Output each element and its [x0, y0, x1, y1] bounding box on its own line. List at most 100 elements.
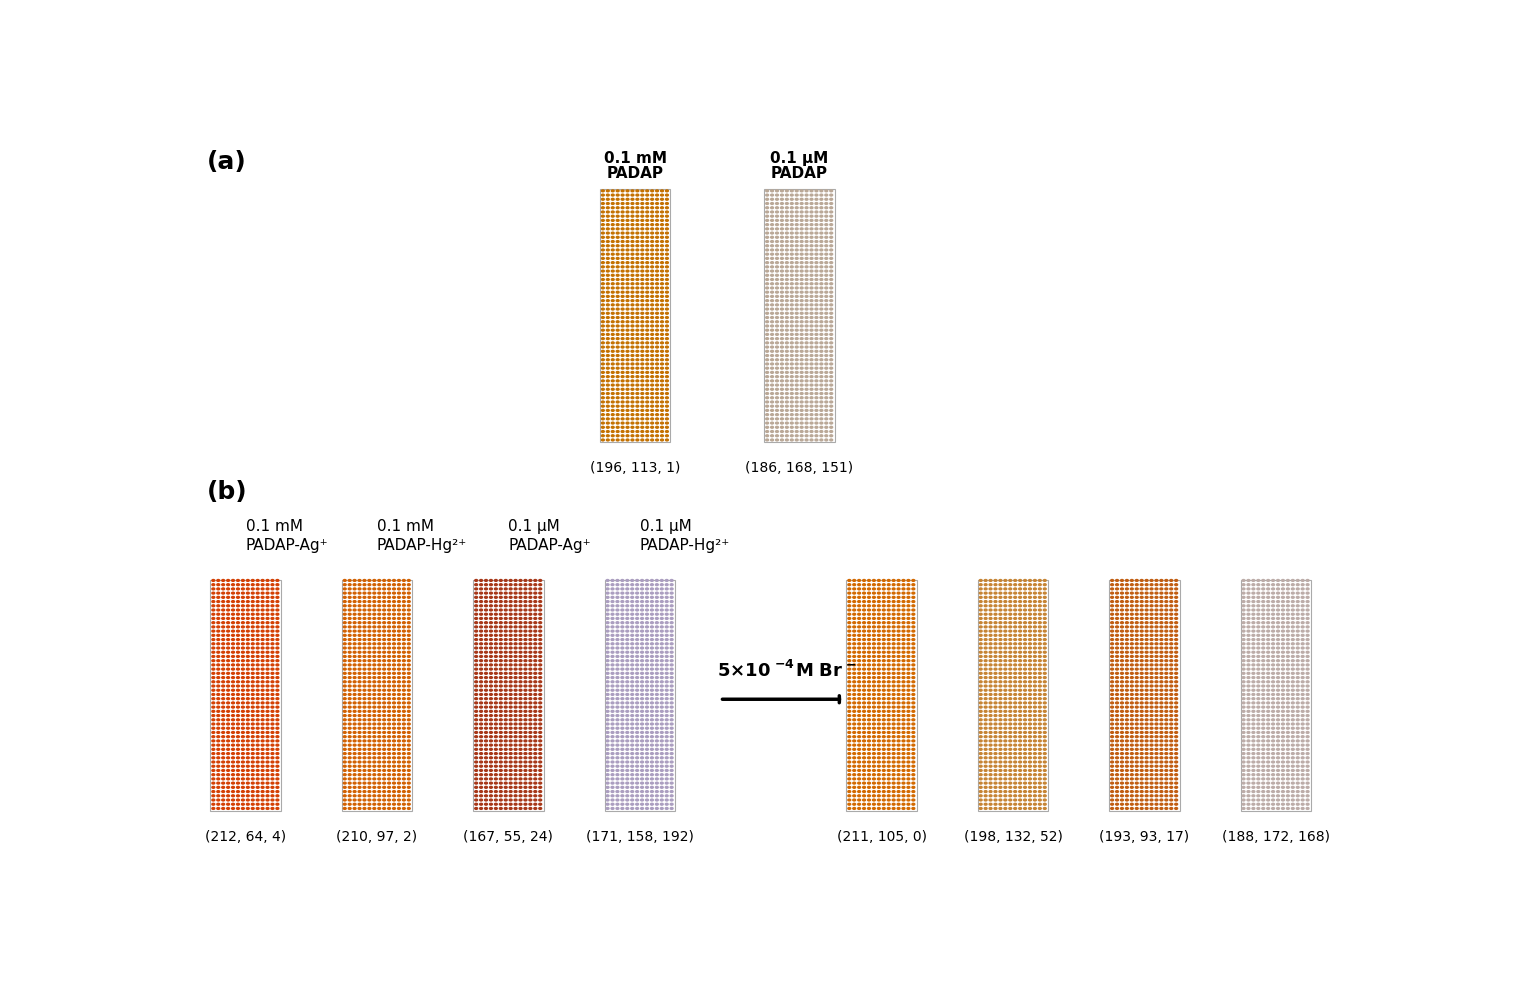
Circle shape: [671, 698, 674, 700]
Circle shape: [348, 770, 351, 772]
Circle shape: [671, 757, 674, 759]
Circle shape: [236, 630, 239, 632]
Circle shape: [383, 719, 386, 721]
Circle shape: [821, 418, 822, 420]
Circle shape: [781, 431, 783, 433]
Circle shape: [606, 719, 609, 721]
Circle shape: [372, 668, 375, 670]
Circle shape: [363, 727, 366, 729]
Circle shape: [1120, 592, 1123, 594]
Circle shape: [671, 799, 674, 801]
Circle shape: [1272, 749, 1275, 751]
Circle shape: [359, 660, 360, 662]
Circle shape: [1272, 643, 1275, 645]
Circle shape: [475, 778, 477, 780]
Circle shape: [1120, 643, 1123, 645]
Circle shape: [383, 660, 386, 662]
Circle shape: [621, 393, 624, 395]
Circle shape: [601, 228, 604, 229]
Circle shape: [863, 727, 866, 729]
Circle shape: [616, 317, 619, 318]
Circle shape: [475, 727, 477, 729]
Circle shape: [640, 325, 643, 327]
Circle shape: [848, 689, 851, 691]
Circle shape: [810, 261, 813, 263]
Circle shape: [627, 393, 628, 395]
Circle shape: [868, 592, 871, 594]
Circle shape: [247, 694, 250, 695]
Circle shape: [868, 757, 871, 759]
Circle shape: [786, 355, 789, 357]
Circle shape: [539, 634, 542, 636]
Circle shape: [1287, 711, 1290, 712]
Circle shape: [539, 592, 542, 594]
Circle shape: [666, 228, 668, 229]
Circle shape: [1257, 651, 1260, 653]
Circle shape: [484, 630, 488, 632]
Circle shape: [271, 774, 274, 776]
Circle shape: [863, 647, 866, 649]
Circle shape: [1023, 723, 1026, 725]
Circle shape: [911, 609, 914, 611]
Circle shape: [1043, 787, 1046, 789]
Circle shape: [372, 626, 375, 628]
Circle shape: [665, 622, 668, 623]
Circle shape: [771, 300, 774, 301]
Circle shape: [656, 359, 659, 361]
Circle shape: [1034, 639, 1036, 640]
Circle shape: [995, 647, 996, 649]
Circle shape: [810, 384, 813, 386]
Circle shape: [1145, 732, 1148, 734]
Circle shape: [1307, 727, 1310, 729]
Circle shape: [1175, 660, 1178, 662]
Circle shape: [212, 622, 215, 623]
Circle shape: [251, 711, 254, 712]
Circle shape: [221, 795, 224, 797]
Circle shape: [1276, 706, 1279, 708]
Circle shape: [236, 613, 239, 615]
Circle shape: [1140, 592, 1143, 594]
Circle shape: [868, 579, 871, 581]
Circle shape: [801, 405, 802, 407]
Circle shape: [1039, 732, 1042, 734]
Circle shape: [863, 719, 866, 721]
Circle shape: [348, 651, 351, 653]
Circle shape: [1267, 643, 1270, 645]
Circle shape: [607, 397, 609, 399]
Circle shape: [378, 651, 380, 653]
Circle shape: [612, 266, 615, 268]
Circle shape: [1261, 584, 1264, 585]
Circle shape: [878, 740, 880, 742]
Circle shape: [489, 622, 492, 623]
Circle shape: [825, 333, 828, 335]
Circle shape: [801, 257, 802, 259]
Circle shape: [276, 706, 279, 708]
Circle shape: [242, 799, 244, 801]
Circle shape: [484, 643, 488, 645]
Circle shape: [236, 639, 239, 640]
Circle shape: [651, 702, 654, 704]
Circle shape: [627, 376, 628, 378]
Circle shape: [1287, 723, 1290, 725]
Circle shape: [1131, 715, 1134, 717]
Circle shape: [645, 664, 648, 666]
Circle shape: [378, 605, 380, 607]
Circle shape: [403, 643, 406, 645]
Circle shape: [627, 312, 628, 314]
Circle shape: [805, 291, 808, 293]
Circle shape: [907, 753, 910, 755]
Circle shape: [887, 634, 890, 636]
Circle shape: [656, 414, 659, 416]
Circle shape: [217, 749, 220, 751]
Circle shape: [640, 333, 643, 335]
Circle shape: [1241, 778, 1245, 780]
Circle shape: [392, 698, 395, 700]
Circle shape: [276, 723, 279, 725]
Circle shape: [1276, 753, 1279, 755]
Circle shape: [398, 588, 400, 590]
Circle shape: [907, 596, 910, 598]
Circle shape: [878, 596, 880, 598]
Circle shape: [1004, 727, 1007, 729]
Circle shape: [1287, 651, 1290, 653]
Circle shape: [771, 346, 774, 348]
